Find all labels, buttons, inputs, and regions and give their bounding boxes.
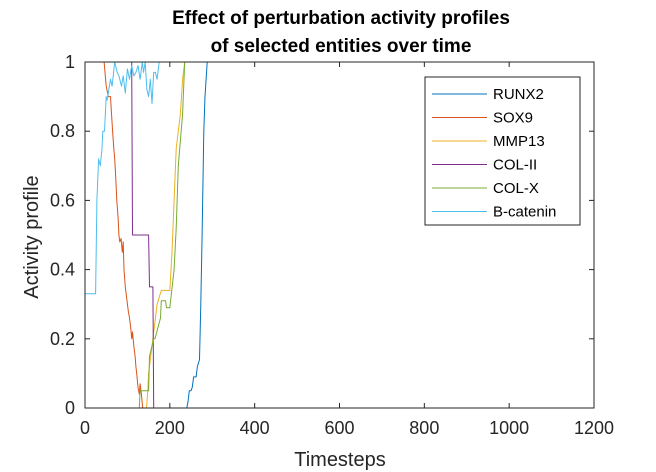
series-layer: [85, 61, 510, 409]
legend-label-sox9: SOX9: [493, 110, 533, 127]
y-tick-label: 0.2: [50, 329, 75, 349]
y-tick-label: 1: [65, 52, 75, 72]
x-tick-label: 1000: [489, 418, 529, 438]
series-line-col-ii: [85, 61, 510, 409]
legend-label-col-ii: COL-II: [493, 157, 537, 174]
legend: RUNX2 SOX9 MMP13 COL-II COL-X B-catenin: [424, 76, 581, 226]
legend-label-runx2: RUNX2: [493, 86, 544, 103]
y-tick-label: 0.4: [50, 260, 75, 280]
y-tick-label: 0.6: [50, 190, 75, 210]
x-axis-label: Timesteps: [294, 449, 386, 471]
legend-label-b-catenin: B-catenin: [493, 204, 556, 221]
x-tick-label: 0: [80, 418, 90, 438]
y-tick-label: 0.8: [50, 121, 75, 141]
series-line-mmp13: [85, 61, 510, 409]
tick-layer: 0 200 400 600 800 1000 1200 0 0.2 0.4 0.6 0.8 1: [50, 52, 614, 438]
x-tick-label: 400: [240, 418, 270, 438]
x-tick-label: 600: [324, 418, 354, 438]
y-tick-label: 0: [65, 398, 75, 418]
y-axis-label: Activity profile: [21, 175, 43, 298]
legend-items: RUNX2 SOX9 MMP13 COL-II COL-X B-catenin: [432, 86, 556, 221]
chart-title-line-2: of selected entities over time: [211, 36, 472, 57]
series-line-b-catenin: [85, 61, 510, 295]
series-line-sox9: [85, 61, 510, 409]
x-tick-label: 1200: [574, 418, 614, 438]
x-tick-label: 800: [409, 418, 439, 438]
chart-title-line-1: Effect of perturbation activity profiles: [172, 8, 510, 29]
series-line-runx2: [85, 61, 510, 409]
x-tick-label: 200: [155, 418, 185, 438]
legend-label-mmp13: MMP13: [493, 133, 545, 150]
legend-label-col-x: COL-X: [493, 180, 539, 197]
series-line-col-x: [85, 61, 510, 409]
legend-box: [424, 76, 581, 226]
